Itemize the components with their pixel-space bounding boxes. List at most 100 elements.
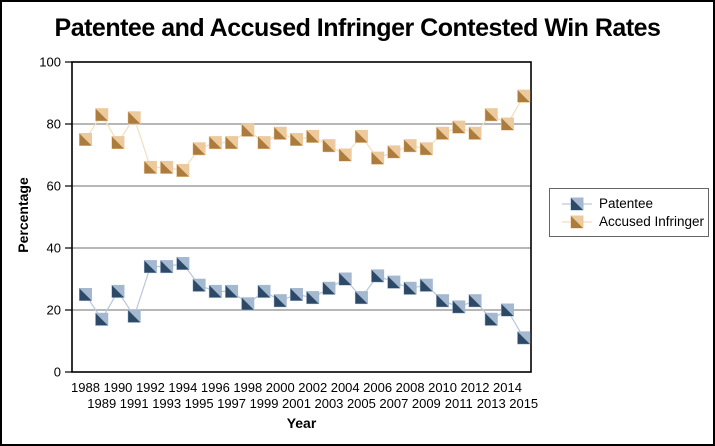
y-tick-label: 100 bbox=[39, 55, 61, 70]
chart-title: Patentee and Accused Infringer Contested… bbox=[54, 14, 661, 42]
data-point-marker-dark-half bbox=[322, 282, 335, 295]
data-point-marker-dark-half bbox=[404, 282, 417, 295]
data-point-marker-dark-half bbox=[111, 136, 124, 149]
x-tick-label: 2009 bbox=[412, 396, 441, 411]
x-tick-label: 2004 bbox=[331, 380, 360, 395]
x-tick-label: 2010 bbox=[428, 380, 457, 395]
data-point-marker-dark-half bbox=[322, 139, 335, 152]
data-point-marker-dark-half bbox=[501, 304, 514, 316]
data-point-marker-dark-half bbox=[452, 300, 465, 313]
x-tick-label: 1996 bbox=[201, 380, 230, 395]
data-point-marker-dark-half bbox=[371, 269, 384, 282]
data-point-marker-dark-half bbox=[420, 142, 433, 155]
data-point-marker-dark-half bbox=[95, 313, 108, 326]
data-point-marker-dark-half bbox=[160, 161, 173, 174]
legend-item-patentee: Patentee bbox=[562, 195, 708, 211]
data-point-marker-dark-half bbox=[469, 294, 482, 307]
series-line-patentee bbox=[84, 262, 525, 339]
data-point-marker-dark-half bbox=[258, 136, 271, 149]
data-point-marker-dark-half bbox=[241, 124, 254, 137]
x-tick-label: 2015 bbox=[509, 396, 538, 411]
x-tick-label: 2011 bbox=[445, 396, 473, 411]
x-tick-label: 2000 bbox=[266, 380, 295, 395]
data-point-marker-dark-half bbox=[144, 260, 157, 273]
x-tick-label: 1990 bbox=[103, 380, 132, 395]
data-point-marker-dark-half bbox=[404, 139, 417, 152]
x-tick-label: 2001 bbox=[282, 396, 311, 411]
x-tick-label: 2005 bbox=[347, 396, 376, 411]
data-point-marker-dark-half bbox=[339, 273, 352, 285]
x-tick-label: 1995 bbox=[185, 396, 214, 411]
data-point-marker-dark-half bbox=[420, 279, 433, 292]
data-point-marker-dark-half bbox=[79, 133, 92, 146]
data-point-marker-dark-half bbox=[355, 291, 368, 304]
data-point-marker-dark-half bbox=[517, 90, 530, 103]
accused-infringer-marker-icon bbox=[562, 215, 592, 229]
data-point-marker-dark-half bbox=[225, 285, 238, 298]
x-tick-label: 2012 bbox=[461, 380, 490, 395]
x-tick-label: 2002 bbox=[298, 380, 327, 395]
data-point-marker-dark-half bbox=[469, 127, 482, 140]
data-point-marker-dark-half bbox=[371, 152, 384, 165]
data-point-marker-dark-half bbox=[436, 127, 449, 140]
legend-label: Accused Infringer bbox=[599, 213, 705, 229]
data-point-marker-dark-half bbox=[452, 121, 465, 134]
y-tick-label: 60 bbox=[47, 179, 61, 194]
legend-box: Patentee Accused Infringer bbox=[549, 188, 709, 237]
plot-frame bbox=[71, 61, 532, 373]
data-point-marker-dark-half bbox=[387, 276, 400, 289]
legend-label: Patentee bbox=[599, 195, 654, 211]
x-tick-label: 2014 bbox=[493, 380, 522, 395]
data-point-marker-dark-half bbox=[258, 285, 271, 298]
data-point-marker-dark-half bbox=[241, 297, 254, 310]
data-point-marker-dark-half bbox=[193, 142, 206, 155]
x-tick-label: 1999 bbox=[250, 396, 279, 411]
data-point-marker-dark-half bbox=[290, 288, 303, 301]
legend-item-accused-infringer: Accused Infringer bbox=[562, 213, 708, 229]
data-point-marker-dark-half bbox=[176, 257, 189, 270]
x-tick-label: 1997 bbox=[217, 396, 246, 411]
x-tick-label: 1992 bbox=[136, 380, 165, 395]
x-tick-label: 1991 bbox=[120, 396, 149, 411]
series-line-accused-infringer bbox=[84, 95, 525, 172]
data-point-marker-dark-half bbox=[355, 130, 368, 143]
data-point-marker-dark-half bbox=[79, 288, 92, 301]
data-point-marker-dark-half bbox=[501, 118, 514, 130]
patentee-marker-icon bbox=[562, 197, 592, 211]
x-tick-label: 2007 bbox=[379, 396, 408, 411]
data-point-marker-dark-half bbox=[193, 279, 206, 292]
x-axis-title: Year bbox=[286, 415, 317, 431]
data-point-marker-dark-half bbox=[517, 331, 530, 344]
data-point-marker-dark-half bbox=[306, 291, 319, 304]
data-point-marker-dark-half bbox=[274, 294, 287, 307]
data-point-marker-dark-half bbox=[111, 285, 124, 298]
y-tick-label: 0 bbox=[54, 365, 61, 380]
y-tick-label: 20 bbox=[47, 303, 61, 318]
x-tick-label: 2003 bbox=[314, 396, 343, 411]
x-tick-label: 1994 bbox=[168, 380, 197, 395]
data-point-marker-dark-half bbox=[95, 108, 108, 121]
data-point-marker-dark-half bbox=[290, 133, 303, 146]
data-point-marker-dark-half bbox=[225, 136, 238, 149]
data-point-marker-dark-half bbox=[436, 294, 449, 307]
data-point-marker-dark-half bbox=[485, 108, 498, 121]
data-point-marker-dark-half bbox=[209, 285, 222, 298]
x-tick-label: 1993 bbox=[152, 396, 181, 411]
y-tick-label: 40 bbox=[47, 241, 61, 256]
y-tick-label: 80 bbox=[47, 117, 61, 132]
data-point-marker-dark-half bbox=[339, 149, 352, 161]
data-point-marker-dark-half bbox=[274, 127, 287, 140]
data-point-marker-dark-half bbox=[387, 145, 400, 158]
data-point-marker-dark-half bbox=[144, 161, 157, 174]
x-tick-label: 1988 bbox=[71, 380, 100, 395]
x-tick-label: 1998 bbox=[233, 380, 262, 395]
x-tick-label: 1989 bbox=[87, 396, 116, 411]
data-point-marker-dark-half bbox=[128, 111, 141, 124]
data-point-marker-dark-half bbox=[128, 310, 141, 323]
data-point-marker-dark-half bbox=[485, 313, 498, 326]
x-tick-label: 2006 bbox=[363, 380, 392, 395]
x-tick-label: 2013 bbox=[477, 396, 506, 411]
data-point-marker-dark-half bbox=[306, 130, 319, 143]
